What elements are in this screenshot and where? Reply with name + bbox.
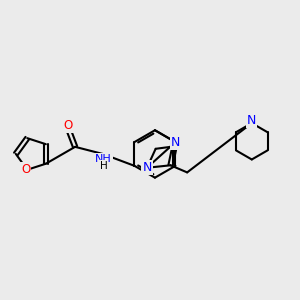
Text: H: H	[100, 161, 107, 171]
Text: N: N	[171, 136, 180, 149]
Text: N: N	[247, 114, 256, 127]
Text: O: O	[21, 163, 30, 176]
Text: O: O	[63, 118, 73, 132]
Text: N: N	[142, 161, 152, 174]
Text: NH: NH	[95, 154, 112, 164]
